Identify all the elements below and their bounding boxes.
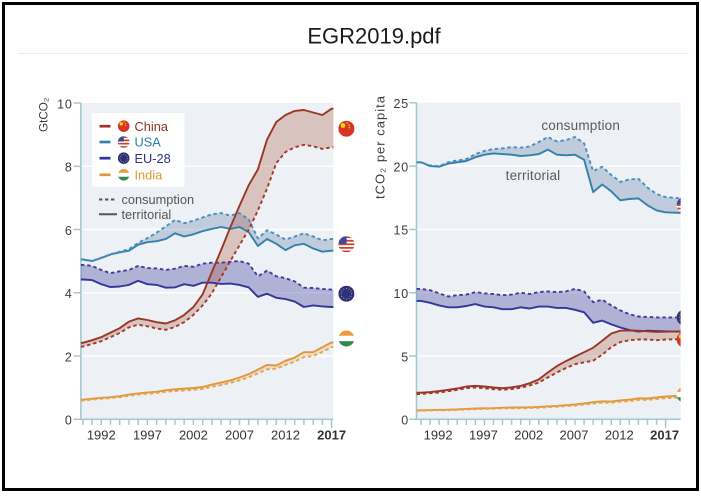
svg-text:15: 15 (393, 224, 409, 238)
svg-text:8: 8 (65, 161, 73, 175)
svg-text:territorial: territorial (506, 168, 561, 183)
svg-text:consumption: consumption (122, 192, 195, 207)
svg-text:2007: 2007 (225, 427, 254, 442)
svg-text:6: 6 (65, 224, 73, 238)
svg-text:0: 0 (401, 414, 409, 428)
svg-text:1997: 1997 (133, 427, 162, 442)
svg-text:10: 10 (57, 97, 73, 111)
svg-text:territorial: territorial (122, 207, 172, 222)
svg-text:20: 20 (393, 160, 409, 174)
svg-text:2: 2 (65, 350, 73, 364)
svg-text:consumption: consumption (541, 118, 620, 133)
svg-text:EU-28: EU-28 (135, 151, 171, 166)
svg-text:1992: 1992 (424, 427, 453, 442)
svg-text:1992: 1992 (87, 427, 116, 442)
svg-text:0: 0 (65, 414, 73, 428)
svg-text:USA: USA (135, 135, 162, 150)
svg-text:China: China (135, 119, 169, 134)
svg-text:2007: 2007 (560, 427, 589, 442)
svg-text:2002: 2002 (514, 427, 543, 442)
svg-text:GtCO₂: GtCO₂ (38, 98, 51, 132)
svg-text:2012: 2012 (271, 427, 300, 442)
svg-text:2002: 2002 (179, 427, 208, 442)
svg-text:India: India (135, 167, 164, 182)
svg-text:2017: 2017 (317, 427, 346, 442)
svg-text:10: 10 (393, 287, 409, 301)
svg-text:EGR2019.pdf: EGR2019.pdf (307, 24, 441, 49)
svg-text:2012: 2012 (605, 427, 634, 442)
svg-text:25: 25 (393, 97, 409, 111)
svg-text:1997: 1997 (469, 427, 498, 442)
svg-text:tCO₂ per capita: tCO₂ per capita (372, 95, 387, 199)
svg-text:2017: 2017 (650, 427, 679, 442)
svg-text:4: 4 (65, 287, 73, 301)
svg-text:5: 5 (401, 350, 409, 364)
